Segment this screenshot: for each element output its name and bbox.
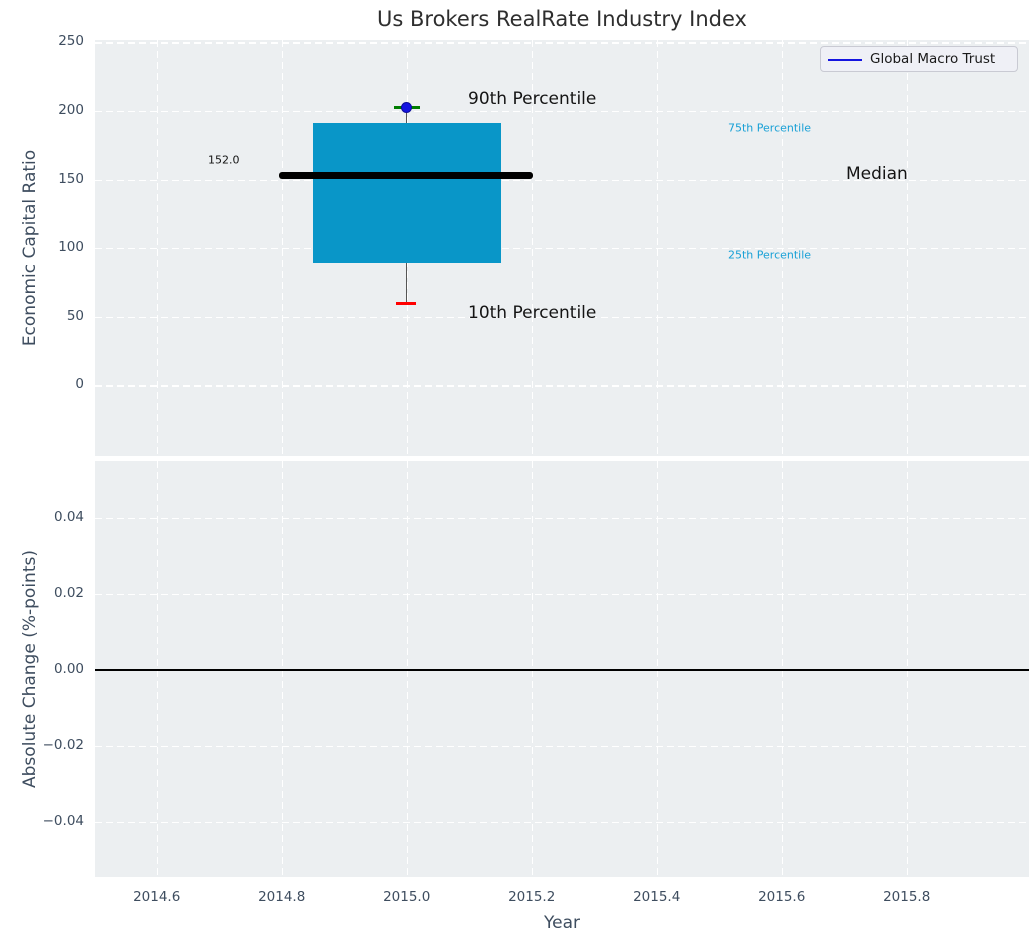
annotation-10th-percentile: 10th Percentile — [468, 303, 597, 323]
annotation-25th-percentile: 25th Percentile — [728, 248, 812, 262]
vertical-gridline — [656, 40, 659, 456]
annotation-75th-percentile: 75th Percentile — [728, 121, 812, 135]
median-line — [279, 172, 533, 180]
annotation-90th-percentile: 90th Percentile — [468, 89, 597, 109]
annotation-median: Median — [846, 164, 908, 184]
bottom-y-tick-label: −0.02 — [42, 737, 84, 753]
top-y-tick-label: 0 — [75, 376, 84, 393]
vertical-gridline — [781, 40, 784, 456]
horizontal-gridline — [95, 111, 1029, 113]
bottom-y-tick-label: 0.04 — [53, 509, 84, 525]
vertical-gridline — [906, 40, 909, 456]
median-value-label: 152.0 — [208, 153, 240, 167]
vertical-gridline — [156, 40, 159, 456]
bottom-y-tick-label: −0.04 — [42, 813, 84, 829]
horizontal-gridline — [95, 594, 1029, 596]
x-tick-label: 2014.8 — [258, 889, 306, 905]
x-tick-label: 2014.6 — [133, 889, 181, 905]
x-tick-label: 2015.6 — [758, 889, 806, 905]
horizontal-gridline — [95, 316, 1029, 319]
x-tick-label: 2015.8 — [883, 889, 931, 905]
bottom-y-tick-label: 0.00 — [53, 661, 84, 677]
bottom-axes — [95, 461, 1029, 877]
top-y-tick-label: 100 — [58, 239, 84, 256]
top-y-tick-label: 250 — [58, 33, 84, 50]
x-axis-label: Year — [544, 913, 580, 933]
x-tick-label: 2015.2 — [508, 889, 556, 905]
top-axes: 90th Percentile 75th Percentile Median 2… — [95, 40, 1029, 456]
boxplot-box — [313, 123, 501, 264]
horizontal-gridline — [95, 248, 1029, 250]
top-y-tick-label: 150 — [58, 170, 84, 187]
horizontal-gridline — [95, 385, 1029, 387]
horizontal-gridline — [95, 822, 1029, 824]
horizontal-gridline — [95, 746, 1029, 748]
chart-title: Us Brokers RealRate Industry Index — [377, 7, 747, 31]
x-tick-label: 2015.0 — [383, 889, 431, 905]
horizontal-gridline — [95, 179, 1029, 181]
vertical-gridline — [281, 40, 284, 456]
vertical-gridline — [531, 40, 534, 456]
legend: Global Macro Trust — [820, 46, 1018, 72]
x-tick-label: 2015.4 — [633, 889, 681, 905]
data-point-marker — [401, 102, 413, 113]
legend-label: Global Macro Trust — [870, 51, 996, 67]
legend-line-swatch — [828, 58, 862, 62]
horizontal-gridline — [95, 518, 1029, 520]
bottom-y-tick-label: 0.02 — [53, 585, 84, 601]
top-y-tick-label: 200 — [58, 102, 84, 118]
top-y-tick-label: 50 — [66, 307, 84, 324]
horizontal-gridline — [95, 42, 1029, 44]
zero-line — [95, 668, 1029, 672]
cap-10th-percentile — [396, 302, 416, 305]
